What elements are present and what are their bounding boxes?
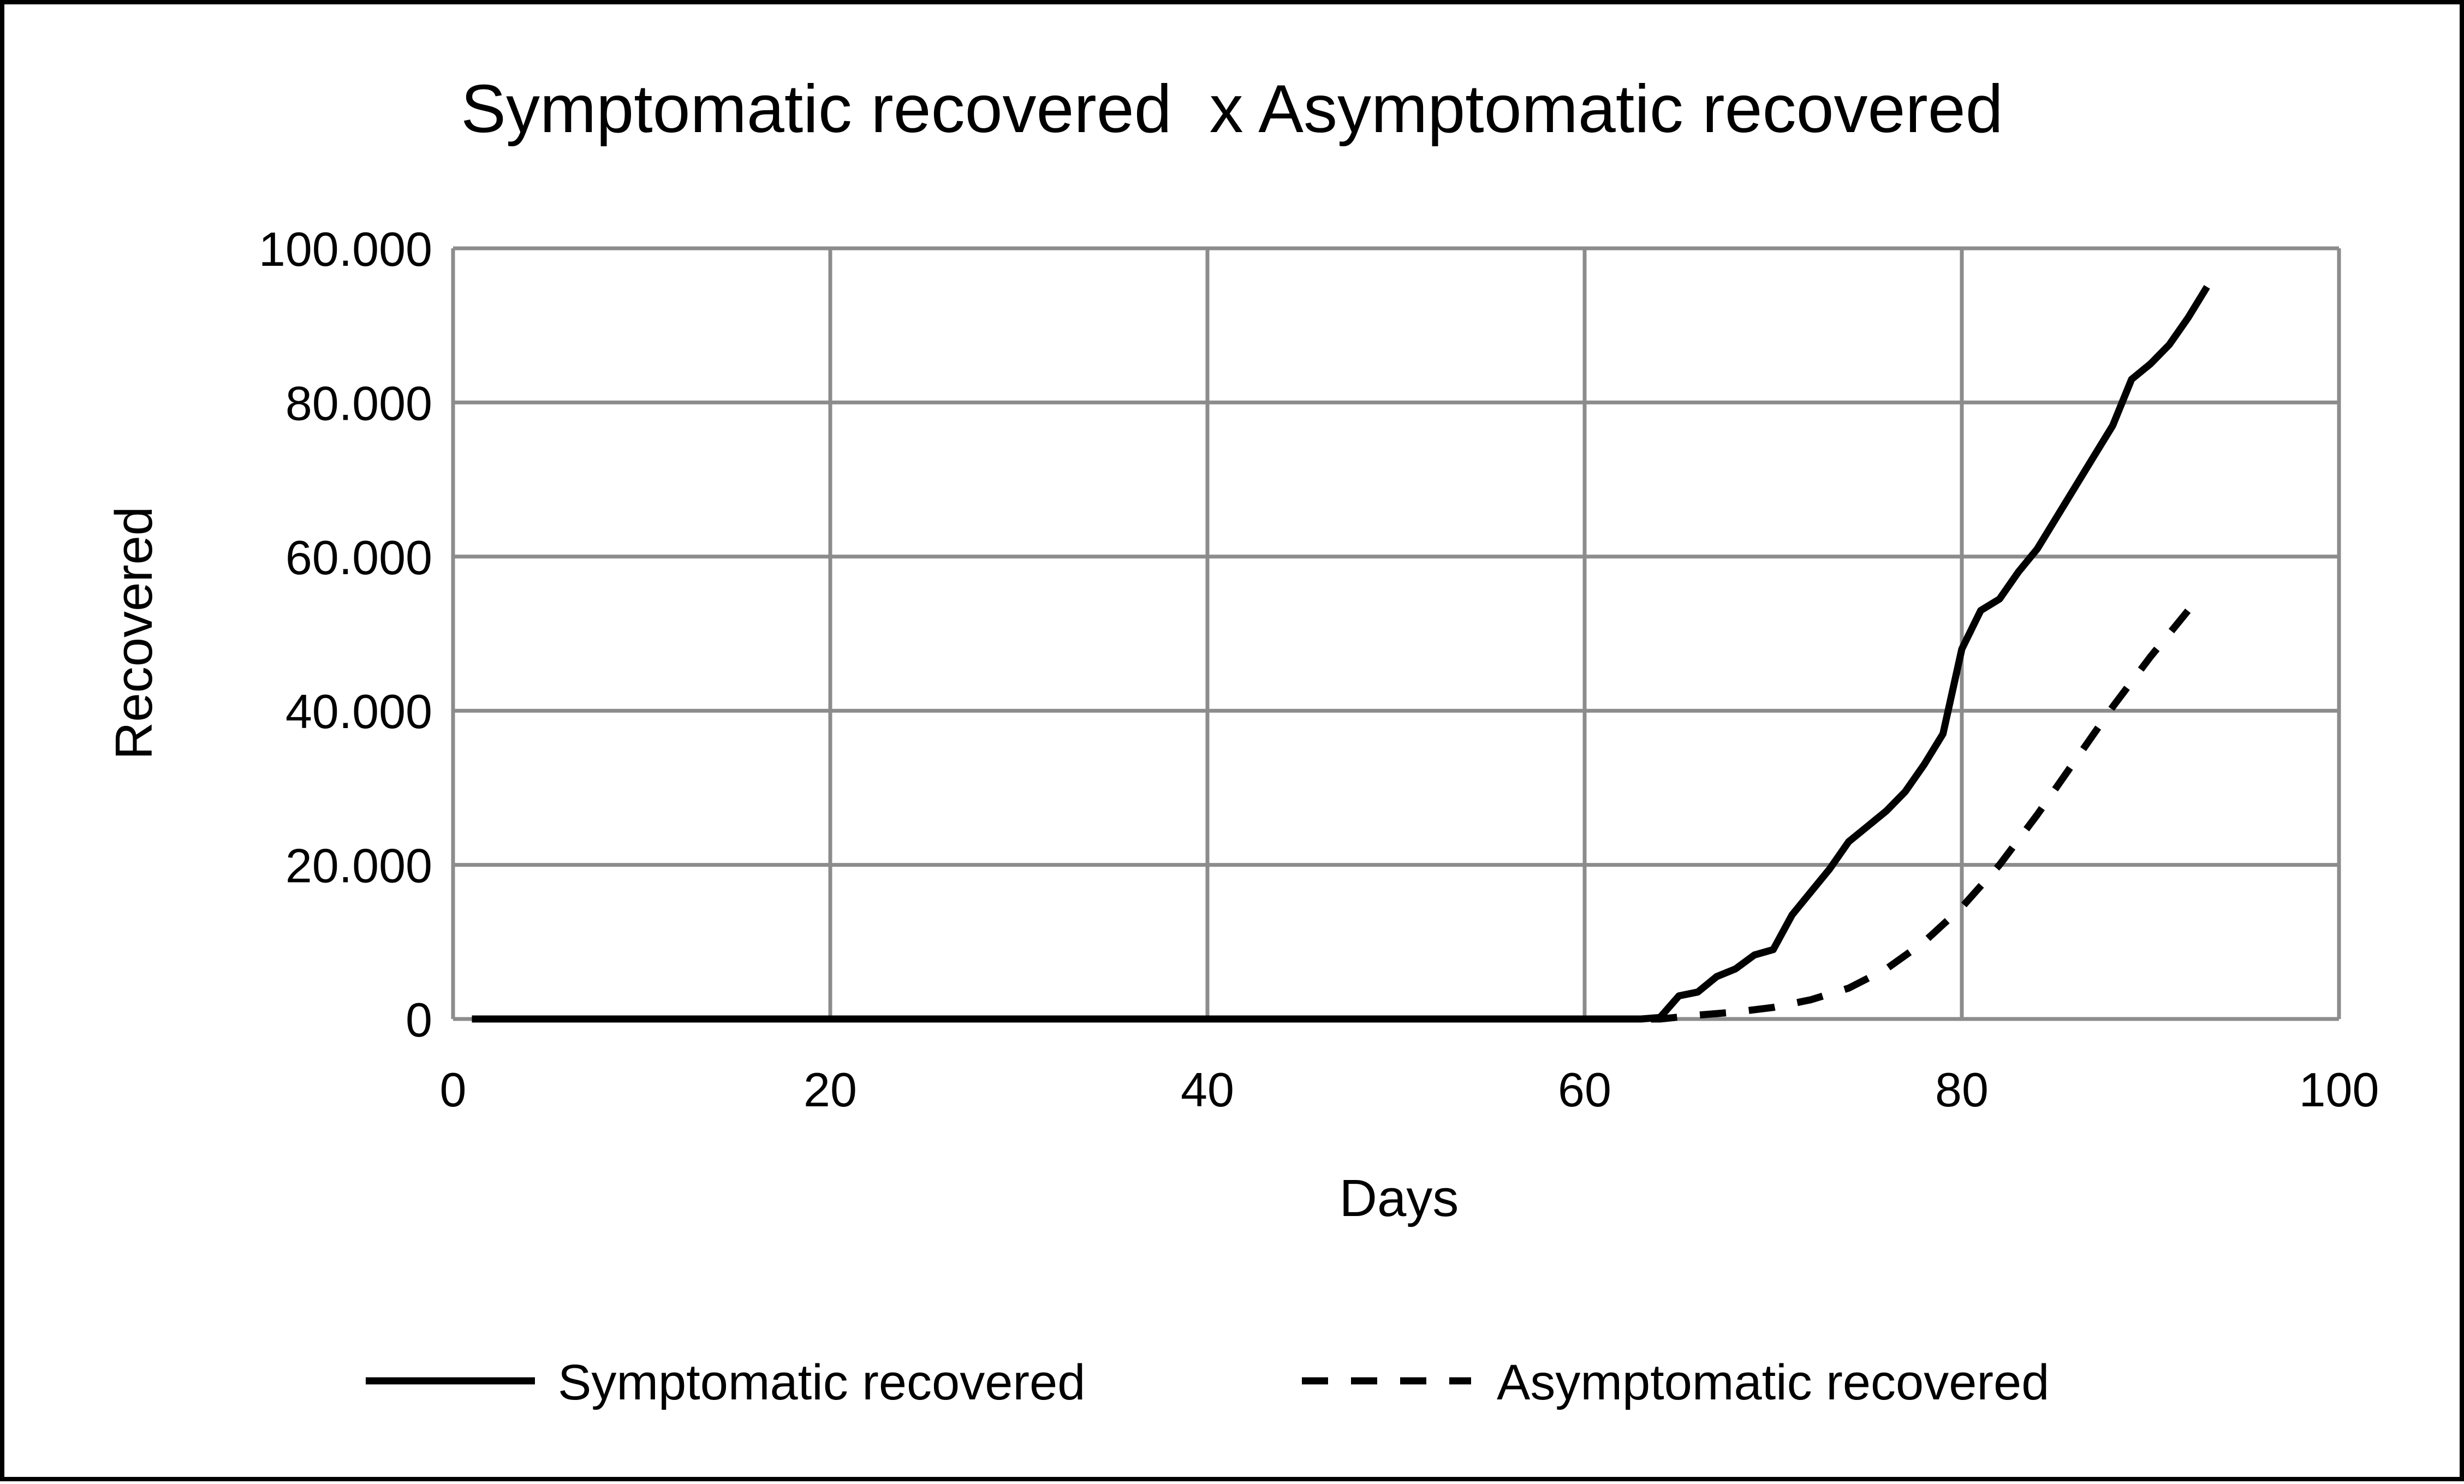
series-lines xyxy=(472,285,2210,1023)
x-tick-label: 80 xyxy=(1935,1063,1989,1117)
y-tick-label: 100.000 xyxy=(259,222,432,276)
y-tick-label: 40.000 xyxy=(285,684,432,738)
x-tick-label: 0 xyxy=(440,1063,467,1117)
y-tick-label: 80.000 xyxy=(285,376,432,430)
series-line-symptomatic xyxy=(472,285,2210,1023)
y-tick-label: 20.000 xyxy=(285,839,432,893)
series-line-asymptomatic xyxy=(472,608,2191,1023)
x-axis-label: Days xyxy=(1340,1169,1459,1227)
x-axis-tick-labels: 0 20 40 60 80 100 xyxy=(440,1063,2379,1117)
x-tick-label: 20 xyxy=(804,1063,857,1117)
x-tick-label: 40 xyxy=(1181,1063,1234,1117)
legend: Symptomatic recovered Asymptomatic recov… xyxy=(366,1355,2049,1410)
chart-title: Symptomatic recovered x Asymptomatic rec… xyxy=(461,71,2003,147)
legend-label-asymptomatic: Asymptomatic recovered xyxy=(1497,1355,2049,1410)
x-tick-label: 60 xyxy=(1558,1063,1611,1117)
y-tick-label: 0 xyxy=(406,993,432,1047)
y-tick-label: 60.000 xyxy=(285,531,432,585)
grid-lines xyxy=(451,246,2341,1021)
y-axis-label: Recovered xyxy=(105,506,163,760)
x-tick-label: 100 xyxy=(2299,1063,2379,1117)
legend-label-symptomatic: Symptomatic recovered xyxy=(558,1355,1085,1410)
y-axis-tick-labels: 0 20.000 40.000 60.000 80.000 100.000 xyxy=(259,222,432,1047)
